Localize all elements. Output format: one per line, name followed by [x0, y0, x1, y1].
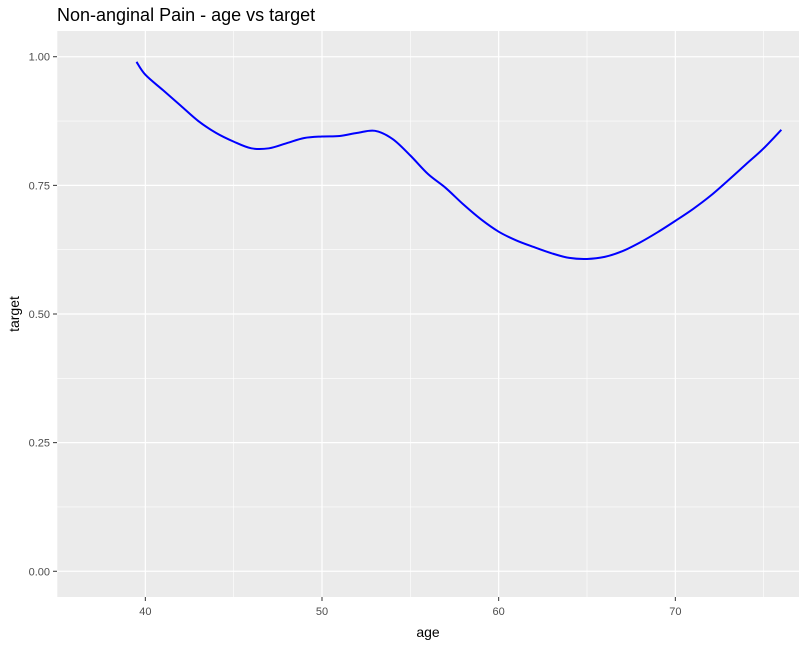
x-tick-label: 40 [139, 606, 151, 618]
y-tick-label: 1.00 [29, 52, 50, 64]
chart-title: Non-anginal Pain - age vs target [57, 5, 316, 25]
y-tick-label: 0.75 [29, 180, 50, 192]
major-gridlines [57, 31, 799, 597]
x-tick-label: 70 [669, 606, 681, 618]
y-axis-title: target [6, 296, 22, 332]
axis-ticks [53, 56, 676, 601]
y-tick-label: 0.50 [29, 309, 50, 321]
x-tick-label: 50 [316, 606, 328, 618]
tick-labels: 40 50 60 70 0.00 0.25 0.50 0.75 1.00 [29, 52, 682, 618]
series-layer [135, 61, 783, 260]
x-axis-title: age [416, 624, 440, 640]
y-tick-label: 0.00 [29, 566, 50, 578]
series-line [135, 61, 783, 260]
y-tick-label: 0.25 [29, 438, 50, 450]
x-tick-label: 60 [493, 606, 505, 618]
